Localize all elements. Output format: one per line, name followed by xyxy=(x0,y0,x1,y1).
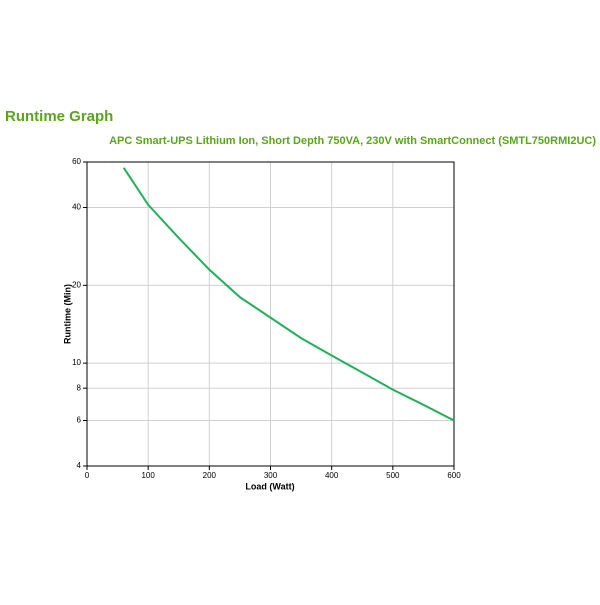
chart-title: Runtime Graph xyxy=(5,108,113,125)
chart-subtitle: APC Smart-UPS Lithium Ion, Short Depth 7… xyxy=(109,135,596,147)
x-tick-label: 400 xyxy=(325,471,339,480)
y-tick-label: 60 xyxy=(72,157,81,166)
y-axis-label: Runtime (Min) xyxy=(62,284,72,344)
x-tick-label: 0 xyxy=(85,471,90,480)
x-tick-label: 300 xyxy=(264,471,278,480)
x-tick-label: 100 xyxy=(141,471,155,480)
y-tick-label: 10 xyxy=(72,358,81,367)
y-tick-label: 40 xyxy=(72,203,81,212)
x-axis-label: Load (Watt) xyxy=(245,481,294,491)
x-tick-label: 600 xyxy=(447,471,461,480)
y-tick-label: 4 xyxy=(77,461,82,470)
y-tick-label: 6 xyxy=(77,416,82,425)
y-tick-label: 8 xyxy=(77,383,82,392)
plot-frame xyxy=(86,161,455,467)
x-tick-label: 200 xyxy=(203,471,217,480)
runtime-line xyxy=(122,167,455,422)
y-tick-label: 20 xyxy=(72,280,81,289)
x-tick-label: 500 xyxy=(386,471,400,480)
